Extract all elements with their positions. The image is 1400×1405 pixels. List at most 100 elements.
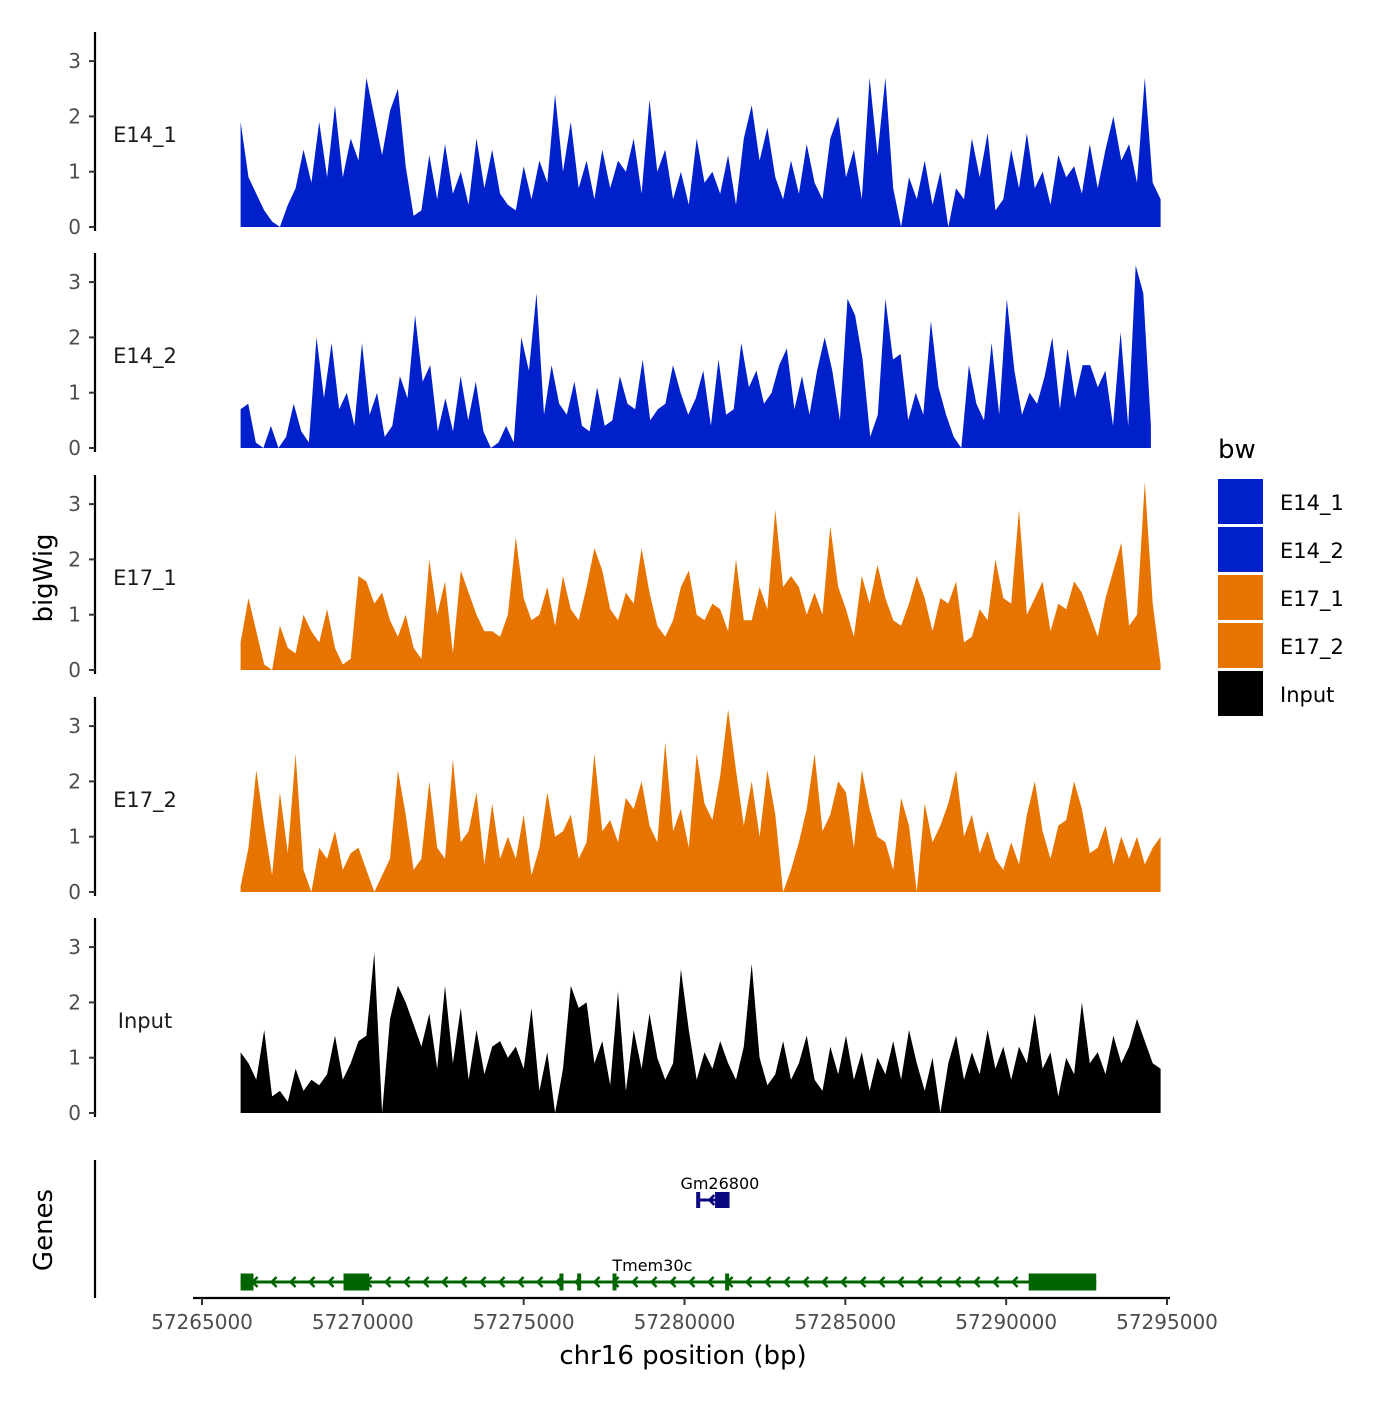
y-tick-label: 1 — [68, 603, 81, 627]
gene-exon — [577, 1273, 582, 1291]
y-tick-label: 0 — [68, 436, 81, 460]
y-tick-label: 0 — [68, 1101, 81, 1125]
strand-arrow — [459, 1276, 468, 1288]
y-tick-label: 1 — [68, 1046, 81, 1070]
gene-exon — [240, 1273, 254, 1291]
strand-arrow — [877, 1276, 886, 1288]
legend: bw E14_1 E14_2 E17_1 E17_2 Input — [1218, 435, 1344, 716]
gene-label: Gm26800 — [680, 1174, 759, 1193]
gene-exon — [559, 1273, 564, 1291]
legend-swatch — [1218, 479, 1263, 524]
x-tick-label: 57270000 — [312, 1310, 414, 1334]
x-tick-label: 57295000 — [1116, 1310, 1218, 1334]
y-tick-label: 3 — [68, 492, 81, 516]
strand-arrow — [953, 1276, 962, 1288]
strand-arrow — [326, 1276, 335, 1288]
x-tick-label: 57290000 — [955, 1310, 1057, 1334]
legend-label: E14_2 — [1280, 539, 1344, 564]
strand-arrow — [972, 1276, 981, 1288]
x-tick-label: 57265000 — [151, 1310, 253, 1334]
gene-Tmem30c: Tmem30c — [240, 1256, 1097, 1291]
track-label: E14_1 — [113, 123, 177, 148]
coverage-area — [240, 77, 1161, 227]
strand-arrow — [744, 1276, 753, 1288]
track-Input: 0 1 2 3 Input — [68, 918, 1161, 1125]
strand-arrow — [687, 1276, 696, 1288]
strand-arrow — [915, 1276, 924, 1288]
legend-entry-E17_2: E17_2 — [1218, 623, 1344, 668]
strand-arrow — [706, 1276, 715, 1288]
strand-arrow — [421, 1276, 430, 1288]
strand-arrow — [288, 1276, 297, 1288]
gene-exon — [715, 1192, 730, 1208]
legend-swatch — [1218, 527, 1263, 572]
y-tick-label: 3 — [68, 49, 81, 73]
y-tick-label: 1 — [68, 381, 81, 405]
track-label: E17_1 — [113, 566, 177, 591]
legend-entry-E14_1: E14_1 — [1218, 479, 1344, 524]
y-tick-label: 2 — [68, 990, 81, 1014]
y-tick-label: 1 — [68, 825, 81, 849]
gene-exon — [725, 1273, 730, 1291]
legend-label: E17_1 — [1280, 587, 1344, 612]
strand-arrow — [440, 1276, 449, 1288]
strand-arrow — [820, 1276, 829, 1288]
strand-arrow — [478, 1276, 487, 1288]
x-tick-label: 57285000 — [794, 1310, 896, 1334]
strand-arrow — [269, 1276, 278, 1288]
y-tick-label: 1 — [68, 160, 81, 184]
strand-arrow — [592, 1276, 601, 1288]
genes-axis-title: Genes — [29, 1189, 59, 1271]
strand-arrow — [801, 1276, 810, 1288]
tracks-layer: 0 1 2 3 E14_1 0 1 2 3 E14_2 0 1 2 3 E17_1 0 1 2 3 E17_2 0 1 2 3… — [68, 32, 1161, 1125]
legend-label: Input — [1280, 683, 1334, 707]
x-tick-label: 57280000 — [634, 1310, 736, 1334]
legend-label: E17_2 — [1280, 635, 1344, 660]
gene-exon — [343, 1273, 370, 1291]
strand-arrow — [383, 1276, 392, 1288]
strand-arrow — [1010, 1276, 1019, 1288]
y-tick-label: 0 — [68, 215, 81, 239]
strand-arrow — [991, 1276, 1000, 1288]
strand-arrow — [630, 1276, 639, 1288]
strand-arrow — [649, 1276, 658, 1288]
track-E14_2: 0 1 2 3 E14_2 — [68, 253, 1151, 460]
coverage-area — [240, 265, 1151, 448]
track-label: E17_2 — [113, 788, 177, 813]
gene-label: Tmem30c — [611, 1256, 692, 1275]
legend-entry-E14_2: E14_2 — [1218, 527, 1344, 572]
legend-entry-E17_1: E17_1 — [1218, 575, 1344, 620]
gene-exon — [1028, 1273, 1097, 1291]
gene-exon — [696, 1192, 701, 1208]
y-tick-label: 2 — [68, 325, 81, 349]
strand-arrow — [497, 1276, 506, 1288]
legend-entry-Input: Input — [1218, 671, 1334, 716]
track-label: E14_2 — [113, 344, 177, 369]
coverage-area — [240, 709, 1161, 892]
strand-arrow — [763, 1276, 772, 1288]
y-tick-label: 3 — [68, 935, 81, 959]
y-tick-label: 3 — [68, 270, 81, 294]
legend-title: bw — [1218, 435, 1256, 465]
x-axis-title: chr16 position (bp) — [559, 1341, 806, 1371]
strand-arrow — [668, 1276, 677, 1288]
strand-arrow — [858, 1276, 867, 1288]
strand-arrow — [782, 1276, 791, 1288]
y-tick-label: 0 — [68, 880, 81, 904]
y-tick-label: 2 — [68, 769, 81, 793]
y-tick-label: 3 — [68, 714, 81, 738]
coverage-area — [240, 952, 1161, 1113]
strand-arrow — [307, 1276, 316, 1288]
strand-arrow — [707, 1194, 716, 1206]
strand-arrow — [896, 1276, 905, 1288]
y-axis-title: bigWig — [29, 533, 59, 622]
legend-swatch — [1218, 671, 1263, 716]
strand-arrow — [402, 1276, 411, 1288]
y-tick-label: 2 — [68, 104, 81, 128]
track-label: Input — [118, 1009, 172, 1033]
track-E14_1: 0 1 2 3 E14_1 — [68, 32, 1161, 239]
track-E17_2: 0 1 2 3 E17_2 — [68, 697, 1161, 904]
y-tick-label: 2 — [68, 547, 81, 571]
